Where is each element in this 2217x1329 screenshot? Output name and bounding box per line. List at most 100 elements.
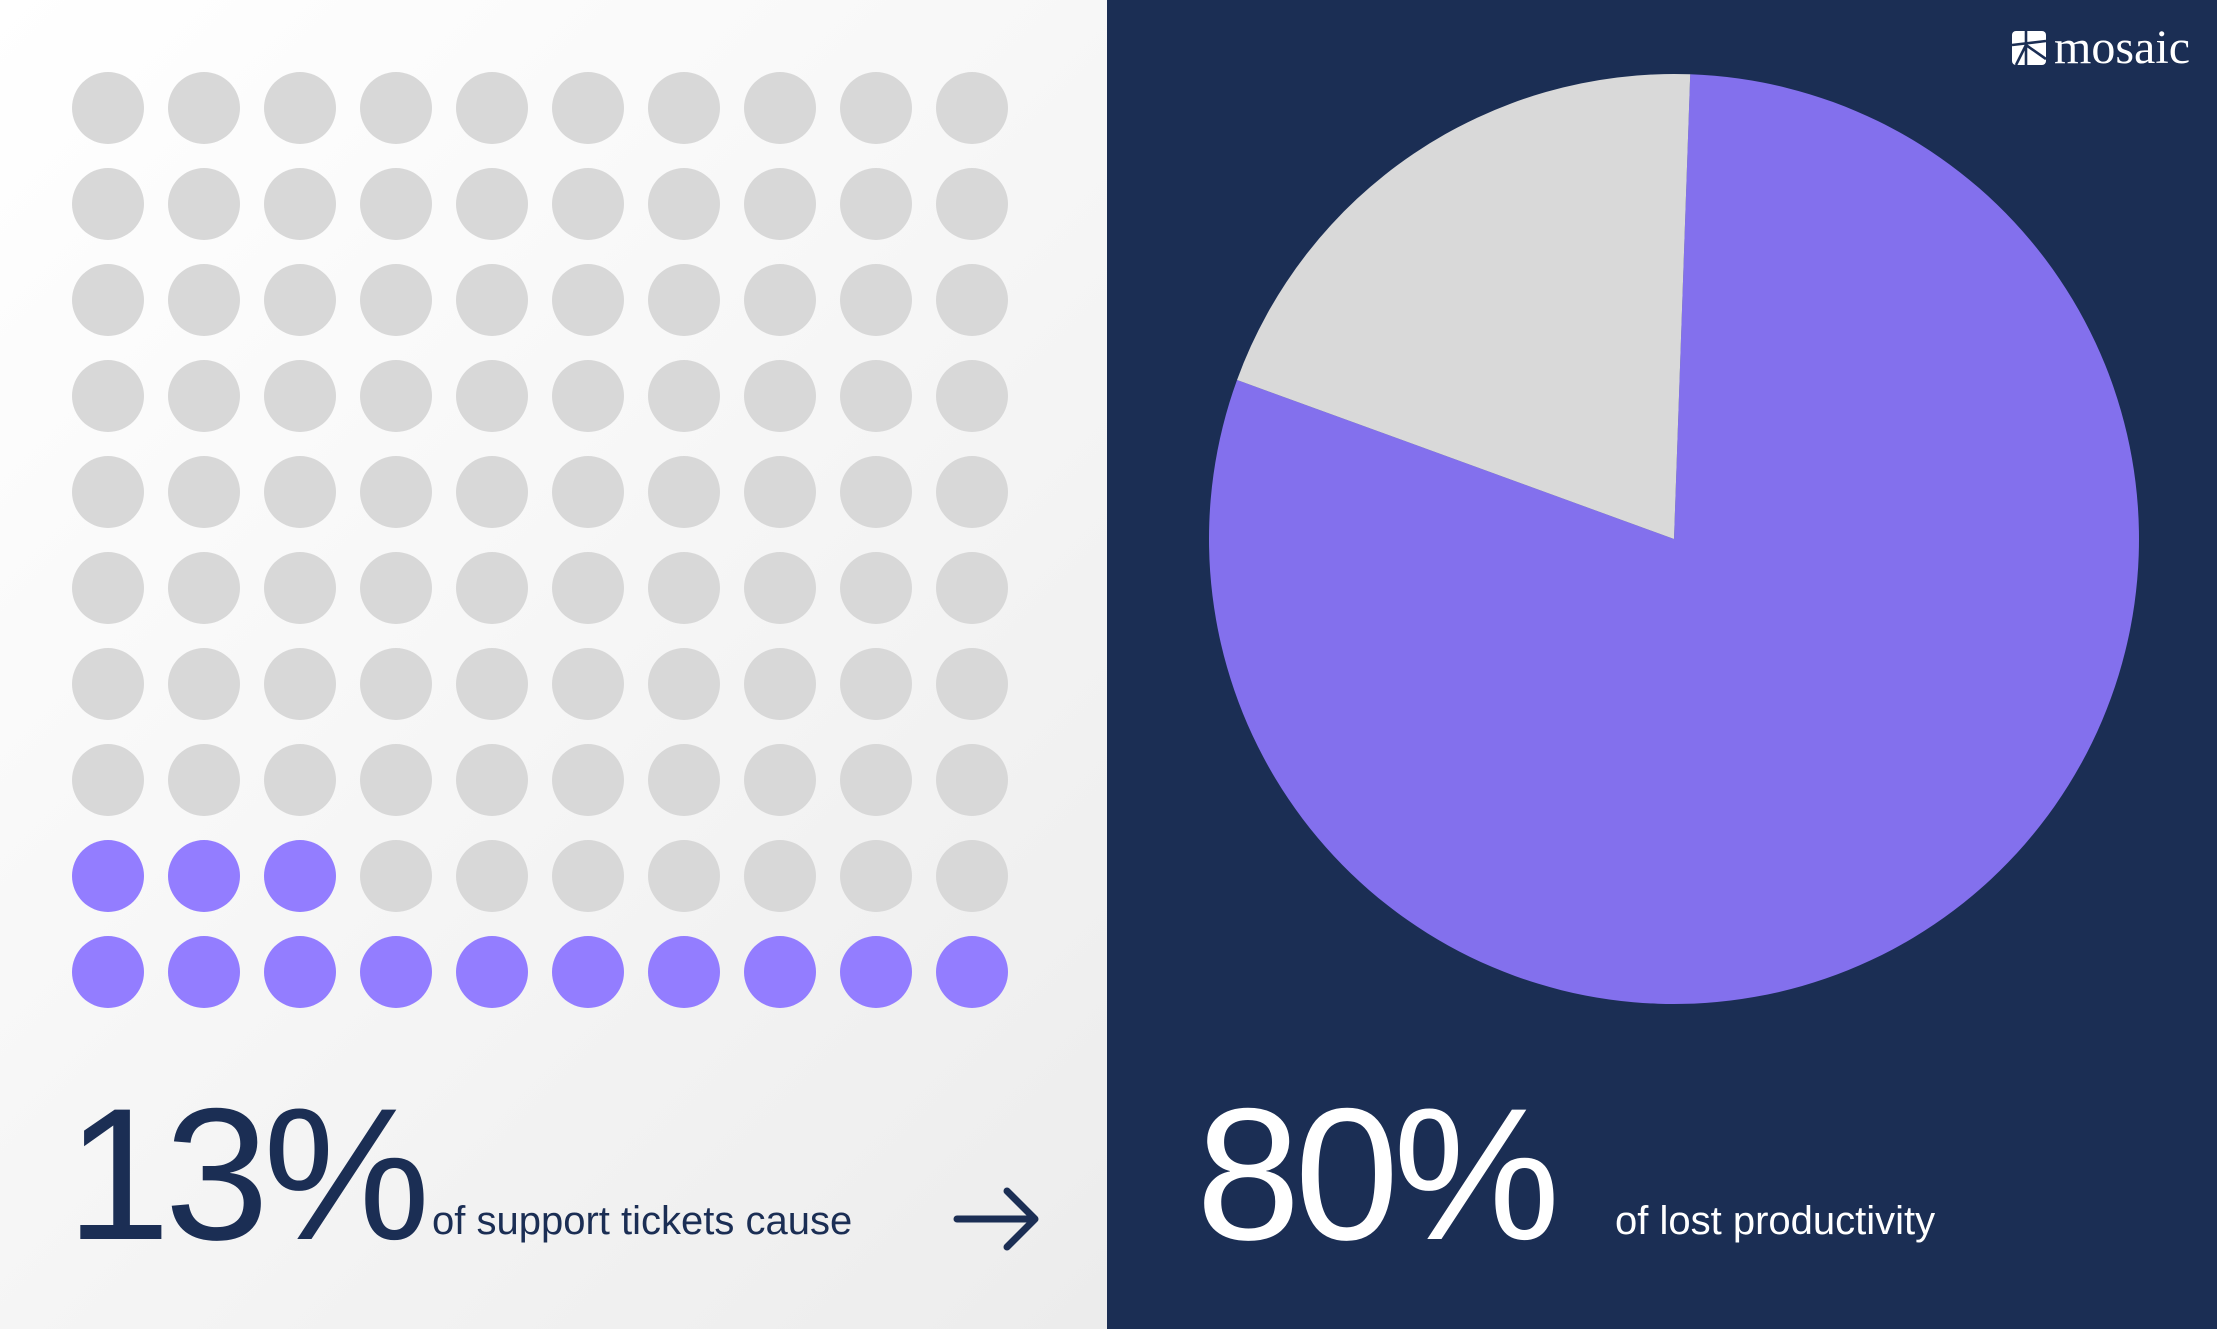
waffle-dot xyxy=(936,264,1008,336)
waffle-dot xyxy=(552,648,624,720)
waffle-dot-highlighted xyxy=(744,936,816,1008)
waffle-dot xyxy=(936,168,1008,240)
waffle-dot xyxy=(456,72,528,144)
waffle-dot xyxy=(552,264,624,336)
waffle-dot xyxy=(360,456,432,528)
stat-caption-lost-productivity: of lost productivity xyxy=(1615,1199,1936,1243)
waffle-dot xyxy=(72,648,144,720)
waffle-dot xyxy=(264,648,336,720)
waffle-dot-highlighted xyxy=(264,936,336,1008)
waffle-dot xyxy=(648,840,720,912)
waffle-dot xyxy=(264,744,336,816)
waffle-dot xyxy=(360,648,432,720)
waffle-dot xyxy=(936,72,1008,144)
waffle-dot-highlighted xyxy=(72,936,144,1008)
waffle-dot xyxy=(744,264,816,336)
waffle-dot xyxy=(840,72,912,144)
waffle-dot xyxy=(360,168,432,240)
waffle-dot-highlighted xyxy=(936,936,1008,1008)
waffle-dot xyxy=(552,360,624,432)
waffle-dot xyxy=(456,168,528,240)
waffle-dot-highlighted xyxy=(456,936,528,1008)
waffle-dot-highlighted xyxy=(648,936,720,1008)
waffle-dot xyxy=(744,168,816,240)
waffle-dot xyxy=(168,72,240,144)
waffle-dot-highlighted xyxy=(72,840,144,912)
waffle-dot xyxy=(264,360,336,432)
waffle-dot xyxy=(72,72,144,144)
waffle-dot xyxy=(360,72,432,144)
arrow-right-icon xyxy=(953,1187,1039,1251)
waffle-dot xyxy=(840,648,912,720)
waffle-dot xyxy=(648,552,720,624)
waffle-dot xyxy=(360,360,432,432)
waffle-dot xyxy=(456,840,528,912)
waffle-dot-highlighted xyxy=(168,840,240,912)
waffle-dot xyxy=(840,168,912,240)
pie-slice-remainder xyxy=(1237,74,1691,540)
waffle-dot xyxy=(936,648,1008,720)
stat-value-80: 80% xyxy=(1196,1069,1560,1279)
waffle-dot xyxy=(744,360,816,432)
waffle-dot xyxy=(936,744,1008,816)
waffle-dot xyxy=(168,360,240,432)
waffle-dot xyxy=(168,264,240,336)
waffle-dot-highlighted xyxy=(264,840,336,912)
waffle-dot xyxy=(72,168,144,240)
waffle-dot xyxy=(552,552,624,624)
waffle-dot xyxy=(168,648,240,720)
brand-name: mosaic xyxy=(2054,21,2190,74)
waffle-dot xyxy=(264,264,336,336)
waffle-dot xyxy=(648,168,720,240)
waffle-dot xyxy=(840,360,912,432)
waffle-dot xyxy=(168,168,240,240)
waffle-dot xyxy=(744,456,816,528)
pie-chart xyxy=(1209,74,2139,1004)
waffle-dot xyxy=(648,360,720,432)
waffle-dot xyxy=(936,840,1008,912)
waffle-dot xyxy=(840,456,912,528)
waffle-dot xyxy=(840,744,912,816)
waffle-dot xyxy=(744,840,816,912)
waffle-dot xyxy=(264,72,336,144)
waffle-dot xyxy=(744,648,816,720)
waffle-dot xyxy=(552,840,624,912)
waffle-dot xyxy=(264,456,336,528)
waffle-dot xyxy=(72,552,144,624)
waffle-dot xyxy=(648,264,720,336)
waffle-dot xyxy=(648,72,720,144)
waffle-dot xyxy=(168,552,240,624)
waffle-dot xyxy=(168,456,240,528)
waffle-dot xyxy=(456,744,528,816)
waffle-dot xyxy=(936,456,1008,528)
pie-slice-highlighted xyxy=(1209,74,2139,1004)
waffle-dot xyxy=(360,264,432,336)
waffle-dot xyxy=(456,264,528,336)
waffle-dot xyxy=(648,456,720,528)
stat-value-13: 13% xyxy=(66,1069,430,1279)
waffle-dot xyxy=(744,72,816,144)
waffle-dot xyxy=(456,456,528,528)
waffle-dot xyxy=(552,168,624,240)
waffle-dot xyxy=(72,744,144,816)
mosaic-logo-icon xyxy=(2012,31,2047,65)
waffle-dot-highlighted xyxy=(360,936,432,1008)
waffle-dot xyxy=(456,648,528,720)
waffle-dot-highlighted xyxy=(168,936,240,1008)
waffle-dot xyxy=(72,264,144,336)
waffle-dot xyxy=(168,744,240,816)
waffle-dot xyxy=(936,552,1008,624)
waffle-dot xyxy=(456,360,528,432)
waffle-dot xyxy=(72,360,144,432)
waffle-chart xyxy=(72,72,1008,1008)
waffle-dot-highlighted xyxy=(552,936,624,1008)
waffle-dot xyxy=(744,744,816,816)
stat-caption-support-tickets: of support tickets cause xyxy=(432,1199,853,1243)
waffle-dot xyxy=(840,840,912,912)
waffle-dot xyxy=(360,840,432,912)
waffle-dot xyxy=(648,744,720,816)
waffle-dot xyxy=(840,264,912,336)
waffle-dot xyxy=(72,456,144,528)
waffle-dot xyxy=(456,552,528,624)
waffle-dot-highlighted xyxy=(840,936,912,1008)
